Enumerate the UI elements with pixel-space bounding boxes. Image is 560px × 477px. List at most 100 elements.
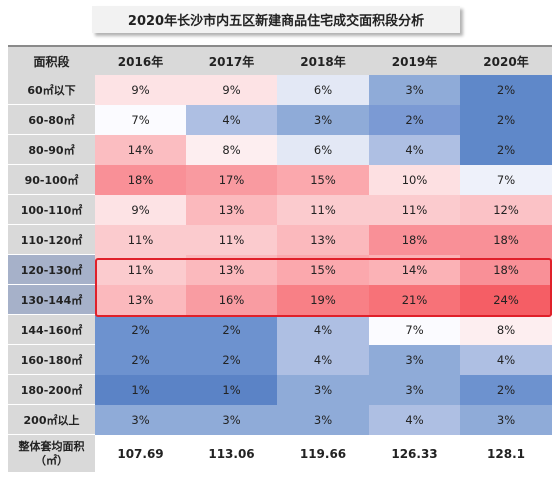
value-cell: 7% <box>369 315 460 345</box>
row-label: 90-100㎡ <box>8 165 95 195</box>
value-cell: 2% <box>369 105 460 135</box>
table-row: 90-100㎡ 18% 17% 15% 10% 7% <box>8 165 552 195</box>
table-row: 80-90㎡ 14% 8% 6% 4% 2% <box>8 135 552 165</box>
value-cell: 3% <box>277 405 369 435</box>
value-cell: 19% <box>277 285 369 315</box>
value-cell: 8% <box>186 135 277 165</box>
value-cell: 11% <box>186 225 277 255</box>
row-label: 200㎡以上 <box>8 405 95 435</box>
chart-title: 2020年长沙市内五区新建商品住宅成交面积段分析 <box>127 14 425 29</box>
value-cell: 1% <box>186 375 277 405</box>
value-cell: 9% <box>186 75 277 105</box>
chart-title-box: 2020年长沙市内五区新建商品住宅成交面积段分析 <box>92 6 460 33</box>
value-cell: 7% <box>460 165 552 195</box>
summary-value: 113.06 <box>186 435 277 472</box>
value-cell: 13% <box>186 195 277 225</box>
value-cell: 10% <box>369 165 460 195</box>
value-cell: 18% <box>460 225 552 255</box>
value-cell: 4% <box>277 345 369 375</box>
value-cell: 3% <box>369 75 460 105</box>
value-cell: 2% <box>460 135 552 165</box>
row-label: 100-110㎡ <box>8 195 95 225</box>
value-cell: 4% <box>186 105 277 135</box>
data-table: 面积段 2016年 2017年 2018年 2019年 2020年 60㎡以下 9% 9% 6% 3… <box>8 45 552 474</box>
value-cell: 18% <box>95 165 186 195</box>
value-cell: 2% <box>186 345 277 375</box>
value-cell: 2% <box>95 345 186 375</box>
value-cell: 16% <box>186 285 277 315</box>
summary-value: 107.69 <box>95 435 186 472</box>
summary-value: 119.66 <box>277 435 369 472</box>
header-year: 2020年 <box>460 47 552 75</box>
table-row: 60-80㎡ 7% 4% 3% 2% 2% <box>8 105 552 135</box>
value-cell: 2% <box>186 315 277 345</box>
value-cell: 2% <box>460 375 552 405</box>
table-row: 100-110㎡ 9% 13% 11% 11% 12% <box>8 195 552 225</box>
value-cell: 2% <box>460 75 552 105</box>
value-cell: 9% <box>95 75 186 105</box>
value-cell: 3% <box>369 375 460 405</box>
summary-row: 整体套均面积 （㎡） 107.69 113.06 119.66 126.33 128.1 <box>8 435 552 472</box>
value-cell: 6% <box>277 75 369 105</box>
table-row: 200㎡以上 3% 3% 3% 4% 3% <box>8 405 552 435</box>
summary-value: 128.1 <box>460 435 552 472</box>
value-cell: 18% <box>460 255 552 285</box>
header-area-label: 面积段 <box>8 47 95 75</box>
value-cell: 6% <box>277 135 369 165</box>
value-cell: 3% <box>369 345 460 375</box>
value-cell: 14% <box>369 255 460 285</box>
value-cell: 4% <box>277 315 369 345</box>
value-cell: 24% <box>460 285 552 315</box>
value-cell: 2% <box>95 315 186 345</box>
value-cell: 12% <box>460 195 552 225</box>
summary-label: 整体套均面积 （㎡） <box>8 435 95 472</box>
table-row: 180-200㎡ 1% 1% 3% 3% 2% <box>8 375 552 405</box>
row-label: 144-160㎡ <box>8 315 95 345</box>
row-label: 160-180㎡ <box>8 345 95 375</box>
value-cell: 18% <box>369 225 460 255</box>
table-row: 60㎡以下 9% 9% 6% 3% 2% <box>8 75 552 105</box>
header-year: 2019年 <box>369 47 460 75</box>
row-label: 80-90㎡ <box>8 135 95 165</box>
value-cell: 3% <box>186 405 277 435</box>
header-year: 2018年 <box>277 47 369 75</box>
value-cell: 17% <box>186 165 277 195</box>
value-cell: 11% <box>95 255 186 285</box>
summary-label-line2: （㎡） <box>35 453 68 467</box>
value-cell: 3% <box>460 405 552 435</box>
header-year: 2016年 <box>95 47 186 75</box>
row-label: 60㎡以下 <box>8 75 95 105</box>
value-cell: 11% <box>95 225 186 255</box>
value-cell: 3% <box>277 105 369 135</box>
value-cell: 3% <box>95 405 186 435</box>
summary-label-line1: 整体套均面积 <box>18 439 85 453</box>
value-cell: 13% <box>277 225 369 255</box>
table-row: 144-160㎡ 2% 2% 4% 7% 8% <box>8 315 552 345</box>
value-cell: 4% <box>460 345 552 375</box>
header-year: 2017年 <box>186 47 277 75</box>
value-cell: 15% <box>277 255 369 285</box>
row-label: 130-144㎡ <box>8 285 95 315</box>
row-label: 110-120㎡ <box>8 225 95 255</box>
value-cell: 7% <box>95 105 186 135</box>
table-row: 130-144㎡ 13% 16% 19% 21% 24% <box>8 285 552 315</box>
value-cell: 3% <box>277 375 369 405</box>
table-row: 160-180㎡ 2% 2% 4% 3% 4% <box>8 345 552 375</box>
table-row: 110-120㎡ 11% 11% 13% 18% 18% <box>8 225 552 255</box>
value-cell: 14% <box>95 135 186 165</box>
row-label: 180-200㎡ <box>8 375 95 405</box>
value-cell: 11% <box>277 195 369 225</box>
value-cell: 21% <box>369 285 460 315</box>
value-cell: 1% <box>95 375 186 405</box>
value-cell: 9% <box>95 195 186 225</box>
value-cell: 2% <box>460 105 552 135</box>
value-cell: 4% <box>369 135 460 165</box>
row-label: 120-130㎡ <box>8 255 95 285</box>
summary-value: 126.33 <box>369 435 460 472</box>
value-cell: 8% <box>460 315 552 345</box>
value-cell: 13% <box>95 285 186 315</box>
value-cell: 15% <box>277 165 369 195</box>
header-row: 面积段 2016年 2017年 2018年 2019年 2020年 <box>8 47 552 75</box>
value-cell: 4% <box>369 405 460 435</box>
value-cell: 11% <box>369 195 460 225</box>
